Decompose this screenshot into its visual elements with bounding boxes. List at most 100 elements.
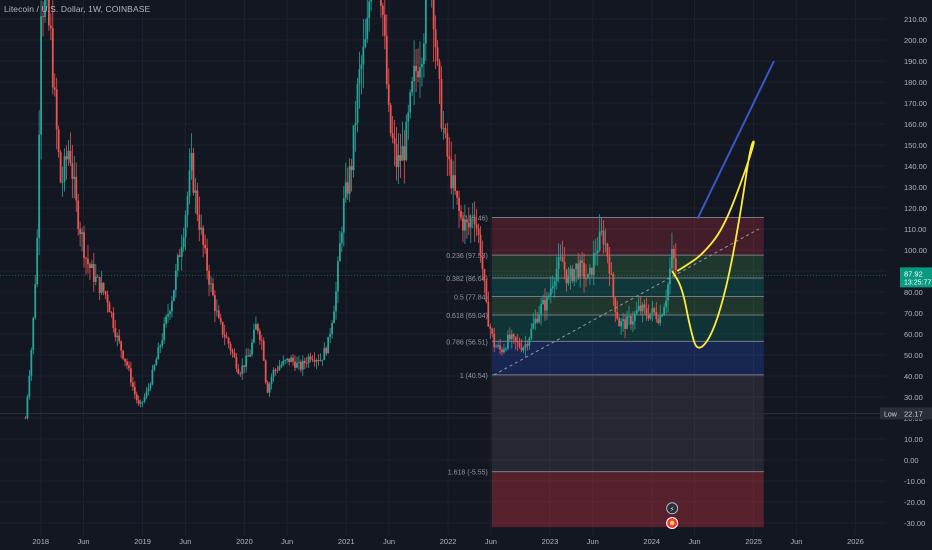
candle-body [30,349,33,376]
candle-body [90,263,93,268]
candle-body [327,336,330,354]
candle-body [102,282,105,292]
candle-body [69,150,72,164]
candle-body [399,155,402,161]
candle-body [553,281,556,287]
candle-body [186,196,189,216]
candle-body [196,190,199,215]
candle-body [659,315,662,323]
candle-body [501,349,503,353]
candle-body [333,311,335,324]
candle-body [194,190,197,193]
candle-body [135,394,138,401]
candle-body [294,361,296,368]
candle-body [128,365,130,369]
candle-body [505,348,507,350]
candle-body [415,65,417,72]
candle-body [143,396,146,402]
candle-body [407,112,410,122]
y-tick-label: 200.00 [904,36,927,45]
candle-body [100,282,103,294]
candle-body [67,150,70,160]
candle-body [672,249,675,259]
candle-body [153,365,156,370]
y-tick-label: 40.00 [904,372,923,381]
candle-body [645,307,648,315]
candle-body [24,418,27,419]
candle-body [268,383,271,393]
candle-body [215,310,218,312]
candle-body [303,360,306,364]
candle-body [79,228,82,235]
candle-body [497,345,500,347]
candle-body [49,25,52,29]
candle-body [516,341,519,343]
candle-body [581,260,583,264]
candle-body [233,352,236,358]
candle-body [528,338,531,346]
candle-body [344,182,347,199]
candle-body [671,249,673,269]
candle-body [643,304,646,308]
candle-body [44,0,46,17]
candle-body [667,284,669,301]
candle-body [538,314,541,323]
candle-body [663,307,666,316]
candle-body [561,256,564,262]
candle-body [462,217,464,231]
x-tick-label: 2019 [134,537,151,546]
candle-body [249,354,251,357]
candle-body [633,313,636,322]
candle-body [637,305,640,311]
y-tick-label: 190.00 [904,57,927,66]
candle-body [137,400,140,404]
candle-body [346,182,349,194]
candle-body [305,363,308,364]
candle-body [108,302,111,313]
candle-body [301,360,304,370]
y-tick-label: 60.00 [904,330,923,339]
fib-level-label: 0.236 (97.53) [446,253,488,260]
candle-body [608,256,611,274]
candle-body [284,360,287,361]
x-tick-label: 2024 [643,537,660,546]
candle-body [520,346,523,351]
candle-body [192,153,195,193]
candle-body [481,256,484,270]
candle-body [190,153,193,171]
candle-body [340,232,343,244]
candle-body [577,263,580,278]
candle-body [28,375,31,397]
x-tick-label: Jun [383,537,395,546]
candle-body [409,92,412,113]
candle-body [594,253,597,254]
candle-body [532,323,535,329]
candle-body [184,215,187,238]
candle-body [342,198,345,233]
candle-body [534,318,537,324]
candle-body [65,156,68,160]
candle-body [161,340,164,346]
candle-body [438,61,441,79]
candle-body [210,283,212,285]
candle-body [573,268,576,282]
candle-body [172,290,175,301]
fib-zone [491,217,764,256]
candle-body [383,14,386,36]
candle-body [495,346,498,348]
fib-zone [491,278,764,297]
candle-body [421,63,423,68]
candle-body [171,300,173,312]
fib-level-label: 1 (40.54) [460,373,488,380]
lightning-icon [666,502,679,515]
trend-line [696,60,775,219]
x-tick-label: Jun [77,537,89,546]
y-tick-label: 50.00 [904,351,923,360]
candle-body [624,319,626,329]
candle-body [247,355,250,357]
candle-body [639,305,642,312]
candle-body [130,368,132,383]
candle-body [405,121,408,161]
